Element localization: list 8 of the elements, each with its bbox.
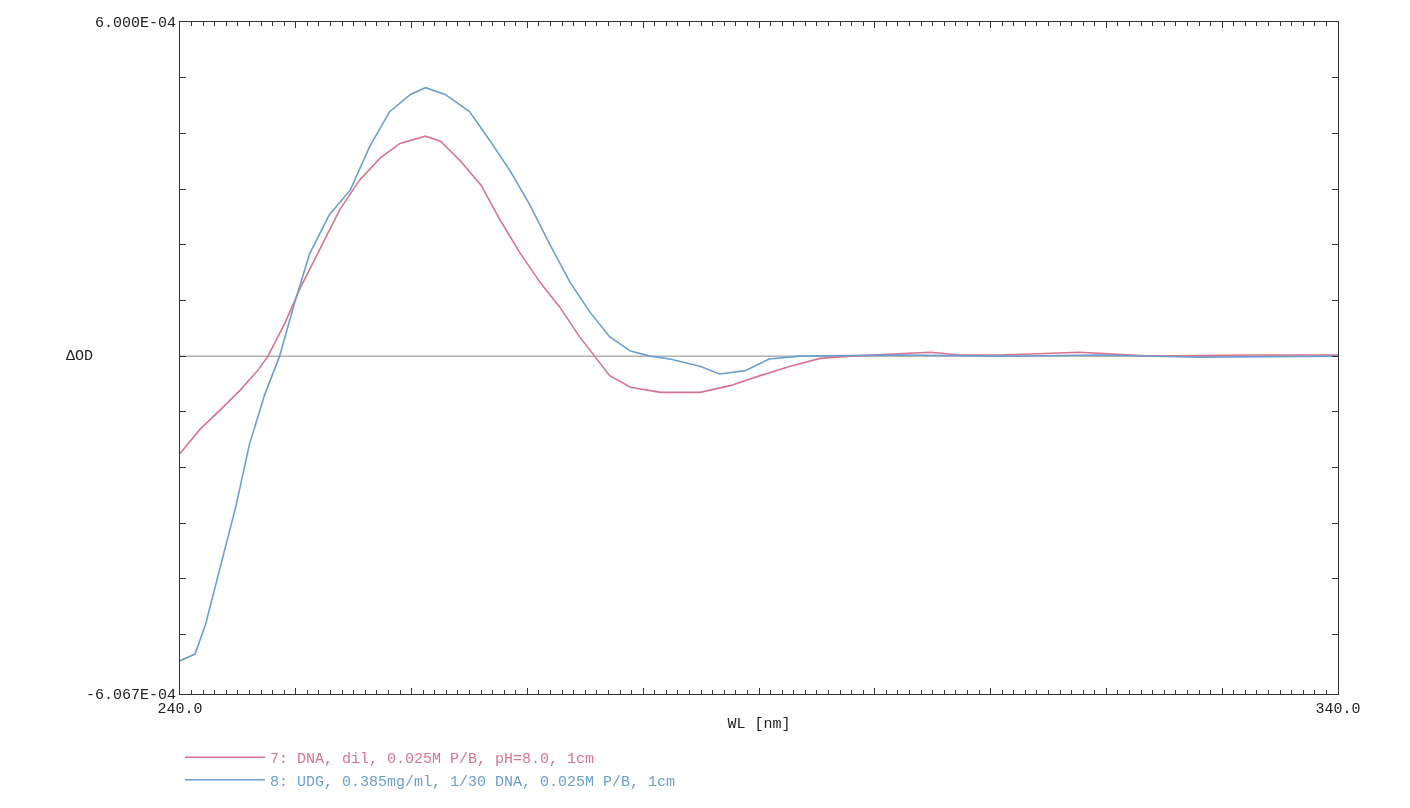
- x-tick-label: 340.0: [1315, 701, 1361, 718]
- y-tick-label: 6.000E-04: [94, 15, 176, 33]
- text: 8: UDG, 0.385mg/ml, 1/30 DNA, 0.025M P/B, 1cm: [270, 773, 676, 791]
- y-axis-title: ΔOD: [66, 348, 94, 365]
- x-axis-title: WL [nm]: [727, 716, 791, 733]
- text: 7: DNA, dil, 0.025M P/B, pH=8.0, 1cm: [270, 751, 595, 769]
- line-series: [180, 135, 1338, 455]
- x-tick-label: 240.0: [157, 701, 203, 718]
